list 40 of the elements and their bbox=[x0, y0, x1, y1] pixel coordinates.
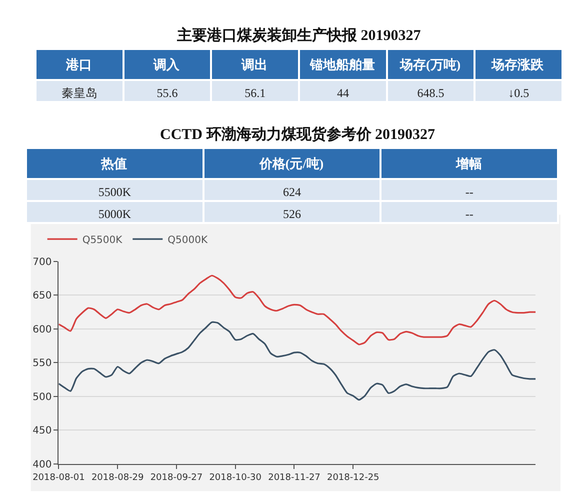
category-label: 锚地船舶量 bbox=[308, 57, 375, 72]
category-label: 热值 bbox=[100, 156, 128, 172]
text: 624 bbox=[283, 185, 301, 200]
x-tick-label: 2018-08-29 bbox=[91, 472, 144, 483]
text: 5000K bbox=[98, 207, 132, 222]
legend-label: Q5000K bbox=[168, 234, 208, 246]
y-tick-label: 650 bbox=[32, 290, 52, 302]
text: 主要港口煤炭装卸生产快报 20190327 bbox=[176, 26, 422, 44]
category-label: 场存(万吨) bbox=[398, 57, 461, 72]
y-tick-label: 550 bbox=[32, 358, 52, 370]
text: 44 bbox=[336, 86, 349, 100]
text: 秦皇岛 bbox=[61, 86, 98, 100]
category-label: 调入 bbox=[152, 57, 180, 72]
category-label: 价格(元/吨) bbox=[258, 156, 324, 172]
x-tick-label: 2018-11-27 bbox=[268, 472, 320, 483]
text: 5500K bbox=[98, 185, 132, 200]
text: 56.1 bbox=[244, 86, 266, 100]
line-series bbox=[58, 321, 536, 401]
text: 55.6 bbox=[156, 86, 178, 100]
y-tick-label: 500 bbox=[32, 392, 52, 403]
text: -- bbox=[465, 207, 474, 222]
legend-label: Q5500K bbox=[82, 234, 123, 246]
text: -- bbox=[465, 185, 474, 200]
text: CCTD 环渤海动力煤现货参考价 20190327 bbox=[160, 126, 436, 143]
text: ↓0.5 bbox=[508, 86, 530, 100]
y-tick-label: 600 bbox=[32, 324, 52, 336]
category-label: 增幅 bbox=[454, 156, 482, 172]
category-label: 场存涨跌 bbox=[490, 57, 545, 72]
x-tick-label: 2018-08-01 bbox=[32, 472, 85, 483]
y-tick-label: 700 bbox=[32, 256, 52, 268]
text: 648.5 bbox=[417, 86, 444, 100]
text: 526 bbox=[283, 207, 301, 222]
x-tick-label: 2018-09-27 bbox=[150, 472, 203, 483]
x-tick-label: 2018-10-30 bbox=[209, 472, 262, 483]
y-tick-label: 450 bbox=[32, 426, 52, 437]
line-series bbox=[58, 274, 536, 346]
x-tick-label: 2018-12-25 bbox=[326, 472, 380, 483]
category-label: 调出 bbox=[240, 57, 268, 72]
y-tick-label: 400 bbox=[32, 459, 52, 470]
category-label: 港口 bbox=[64, 57, 92, 72]
